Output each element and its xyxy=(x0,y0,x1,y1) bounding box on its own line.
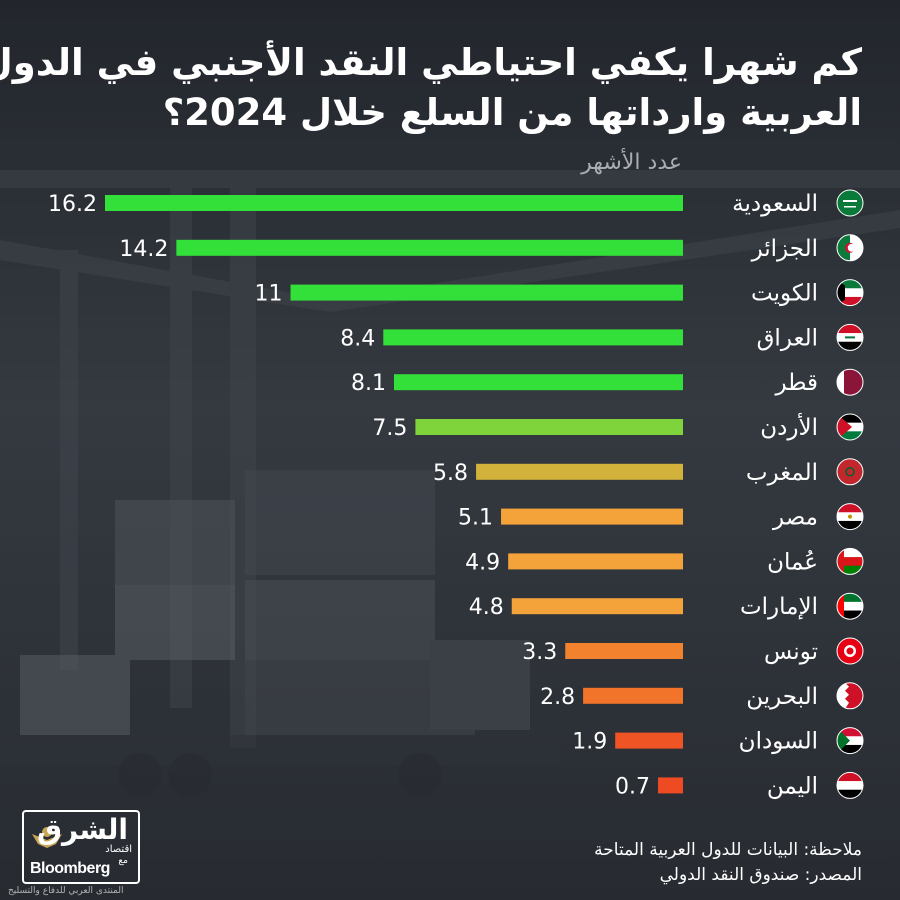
value-label: 8.1 xyxy=(351,371,386,396)
value-label: 8.4 xyxy=(340,326,375,351)
value-label: 11 xyxy=(255,282,283,307)
bar-row: 4.8 الإمارات xyxy=(469,592,864,620)
category-label: اليمن xyxy=(767,773,818,799)
flag-egypt-icon xyxy=(836,503,864,531)
flag-morocco-icon xyxy=(836,458,864,486)
value-label: 4.8 xyxy=(469,595,504,620)
value-label: 4.9 xyxy=(465,550,500,575)
bar-row: 3.3 تونس xyxy=(522,637,864,665)
value-label: 7.5 xyxy=(372,416,407,441)
value-label: 5.1 xyxy=(458,506,493,531)
bar-row: 1.9 السودان xyxy=(572,727,864,755)
bar xyxy=(415,419,683,435)
category-label: عُمان xyxy=(767,549,818,575)
footer-notes: ملاحظة: البيانات للدول العربية المتاحة ا… xyxy=(594,838,862,888)
source-text: المصدر: صندوق النقد الدولي xyxy=(659,865,862,885)
category-label: الإمارات xyxy=(740,594,818,620)
asharq-bloomberg-logo: الشرق اقتصاد مع Bloomberg xyxy=(22,810,140,884)
category-label: مصر xyxy=(772,505,818,531)
watermark-text: المنتدى العربي للدفاع والتسليح xyxy=(8,886,124,896)
value-label: 14.2 xyxy=(119,237,168,262)
bar xyxy=(176,239,683,256)
value-label: 16.2 xyxy=(48,192,97,217)
bar-row: 16.2 السعودية xyxy=(48,189,864,217)
bar-row: 7.5 الأردن xyxy=(372,413,864,441)
flag-iraq-icon xyxy=(836,323,864,351)
flag-kuwait-icon xyxy=(836,279,864,307)
note-text: ملاحظة: البيانات للدول العربية المتاحة xyxy=(594,840,862,860)
bar-row: 11 الكويت xyxy=(255,279,864,307)
bar xyxy=(565,643,683,659)
eagle-emblem-icon xyxy=(32,827,62,848)
value-label: 2.8 xyxy=(540,685,575,710)
logo-english: Bloomberg xyxy=(30,860,110,877)
value-label: 3.3 xyxy=(522,640,557,665)
category-label: البحرين xyxy=(746,684,818,710)
category-label: المغرب xyxy=(746,460,818,486)
bar xyxy=(511,598,683,615)
bar-row: 5.8 المغرب xyxy=(433,458,864,486)
category-label: العراق xyxy=(757,325,818,351)
flag-tunisia-icon xyxy=(836,637,864,665)
bar xyxy=(583,687,683,704)
chart-title: كم شهرا يكفي احتياطي النقد الأجنبي في ال… xyxy=(0,38,862,138)
flag-yemen-icon xyxy=(836,771,864,799)
bar-row: 8.1 قطر xyxy=(351,368,864,396)
category-label: السودان xyxy=(739,729,818,755)
bar xyxy=(290,284,683,301)
flag-uae-icon xyxy=(836,592,864,620)
logo-sub: اقتصاد xyxy=(105,844,132,855)
bar xyxy=(658,777,683,794)
bar-row: 0.7 اليمن xyxy=(615,771,864,799)
title-line-2: العربية وارداتها من السلع خلال 2024؟ xyxy=(162,91,862,134)
bar xyxy=(105,195,683,211)
flag-sudan-icon xyxy=(836,727,864,755)
bar xyxy=(394,374,683,391)
bar-row: 14.2 الجزائر xyxy=(119,234,864,262)
flag-algeria-icon xyxy=(836,234,864,262)
bar-row: 2.8 البحرين xyxy=(540,682,864,710)
value-label: 5.8 xyxy=(433,461,468,486)
category-label: الكويت xyxy=(751,281,818,307)
bar xyxy=(615,732,683,749)
bar xyxy=(501,508,683,525)
flag-oman-icon xyxy=(836,547,864,575)
bar-row: 5.1 مصر xyxy=(458,503,864,531)
title-line-1: كم شهرا يكفي احتياطي النقد الأجنبي في ال… xyxy=(0,41,862,84)
flag-qatar-icon xyxy=(836,368,864,396)
value-label: 0.7 xyxy=(615,774,650,799)
category-label: الجزائر xyxy=(751,236,818,262)
flag-saudi-arabia-icon xyxy=(836,189,864,217)
bar xyxy=(476,463,683,480)
category-label: السعودية xyxy=(732,191,818,217)
flag-bahrain-icon xyxy=(836,682,864,710)
category-label: تونس xyxy=(764,639,818,665)
bar xyxy=(383,329,683,346)
flag-jordan-icon xyxy=(836,413,864,441)
bar-row: 4.9 عُمان xyxy=(465,547,864,575)
category-label: قطر xyxy=(774,370,818,396)
logo-with: مع xyxy=(118,856,128,866)
axis-unit-label: عدد الأشهر xyxy=(581,150,682,175)
logo-arabic: الشرق xyxy=(36,813,128,846)
bar xyxy=(508,553,683,570)
value-label: 1.9 xyxy=(572,730,607,755)
category-label: الأردن xyxy=(760,413,818,441)
bar-row: 8.4 العراق xyxy=(340,323,864,351)
